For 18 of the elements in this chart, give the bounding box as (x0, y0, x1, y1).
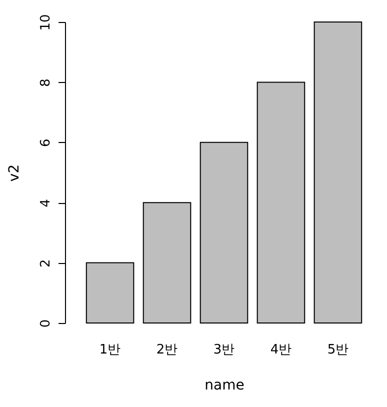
y-tick-label: 2 (38, 259, 54, 268)
y-tick-label: 0 (38, 319, 54, 328)
y-tick-label: 8 (38, 78, 54, 87)
y-tick-label: 6 (38, 138, 54, 148)
bar (142, 202, 192, 324)
x-tick-label: 1반 (99, 342, 121, 358)
bar (314, 22, 362, 324)
y-axis-title: v2 (6, 164, 22, 182)
y-tick-label: 4 (38, 198, 54, 208)
bar (256, 82, 306, 324)
bar (200, 142, 248, 324)
y-tick-label: 10 (38, 14, 54, 31)
x-tick-label: 2반 (156, 342, 178, 358)
x-tick-label: 3반 (213, 342, 235, 358)
x-tick-label: 4반 (270, 342, 292, 358)
bar (86, 262, 134, 324)
x-tick-label: 5반 (327, 342, 349, 358)
x-axis-title: name (204, 378, 244, 394)
